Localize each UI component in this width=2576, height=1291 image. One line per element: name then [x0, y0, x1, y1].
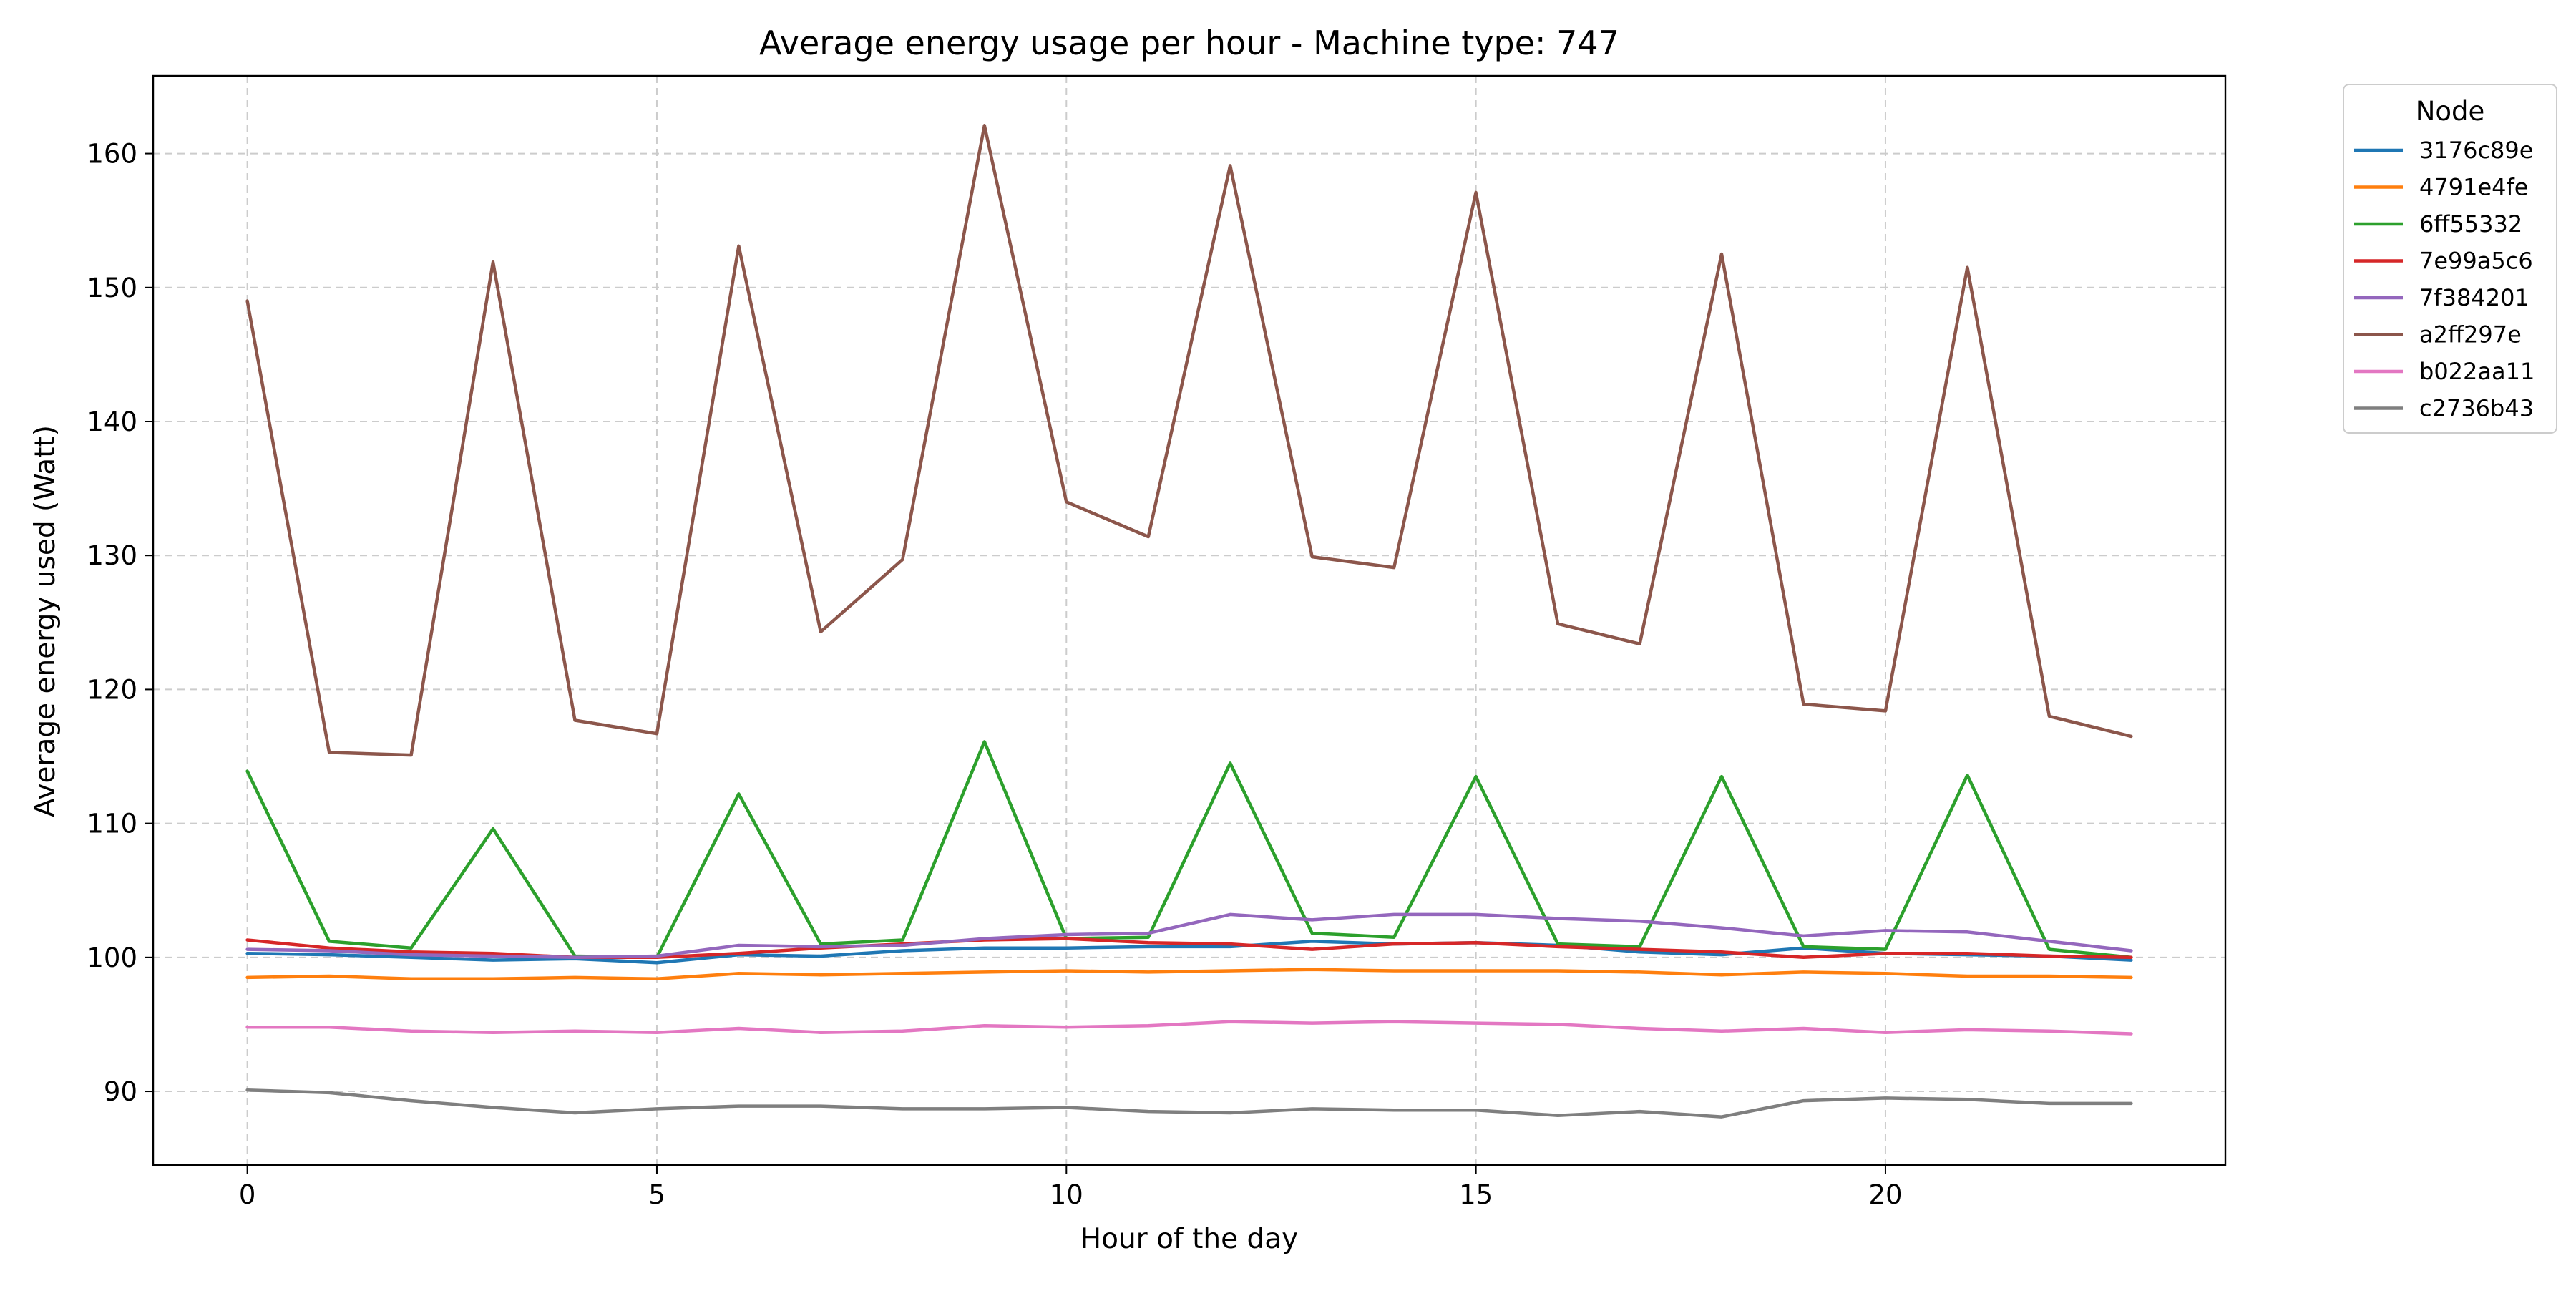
series-line-c2736b43 — [245, 1088, 2133, 1119]
legend-label-c2736b43: c2736b43 — [2419, 395, 2534, 422]
legend-label-7f384201: 7f384201 — [2419, 284, 2529, 311]
series-line-4791e4fe — [245, 968, 2133, 981]
y-tick-label: 160 — [87, 139, 137, 170]
y-axis-label: Average energy used (Watt) — [29, 425, 62, 817]
legend-label-b022aa11: b022aa11 — [2419, 358, 2534, 385]
x-tick-label: 0 — [239, 1179, 256, 1210]
series-line-b022aa11 — [245, 1020, 2133, 1036]
x-tick-label: 10 — [1050, 1179, 1083, 1210]
legend-entries: 3176c89e 4791e4fe 6ff55332 7e99a5c6 7f384201… — [2354, 137, 2534, 422]
legend-label-3176c89e: 3176c89e — [2419, 137, 2533, 164]
y-tick-label: 110 — [87, 809, 137, 839]
series-line-3176c89e — [245, 940, 2133, 965]
series-line-a2ff297e — [245, 124, 2133, 757]
legend-label-7e99a5c6: 7e99a5c6 — [2419, 248, 2533, 275]
legend-title: Node — [2416, 96, 2485, 127]
legend-box — [2343, 84, 2557, 434]
plot-area-frame — [152, 74, 2227, 1166]
legend-label-a2ff297e: a2ff297e — [2419, 321, 2522, 349]
legend-label-4791e4fe: 4791e4fe — [2419, 174, 2528, 201]
x-tick-label: 20 — [1868, 1179, 1902, 1210]
legend-label-6ff55332: 6ff55332 — [2419, 210, 2522, 238]
x-axis-label: Hour of the day — [1080, 1223, 1298, 1255]
y-tick-label: 130 — [87, 540, 137, 571]
series-line-7f384201 — [245, 912, 2133, 960]
chart-title: Average energy usage per hour - Machine … — [759, 24, 1619, 62]
y-tick-label: 100 — [87, 942, 137, 973]
y-tick-label: 140 — [87, 406, 137, 437]
y-tick-label: 90 — [104, 1076, 137, 1107]
legend: Node 3176c89e 4791e4fe 6ff55332 7e99a5c6 7f3… — [2343, 84, 2557, 434]
x-tick-label: 5 — [648, 1179, 665, 1210]
x-tick-label: 15 — [1459, 1179, 1493, 1210]
y-tick-label: 150 — [87, 273, 137, 303]
y-axis-ticks: 90 100 110 120 130 140 150 160 — [87, 139, 153, 1107]
x-axis-ticks: 0 5 10 15 20 — [239, 1165, 1903, 1210]
series-line-6ff55332 — [245, 740, 2133, 960]
series-lines — [245, 124, 2133, 1119]
y-tick-label: 120 — [87, 674, 137, 705]
